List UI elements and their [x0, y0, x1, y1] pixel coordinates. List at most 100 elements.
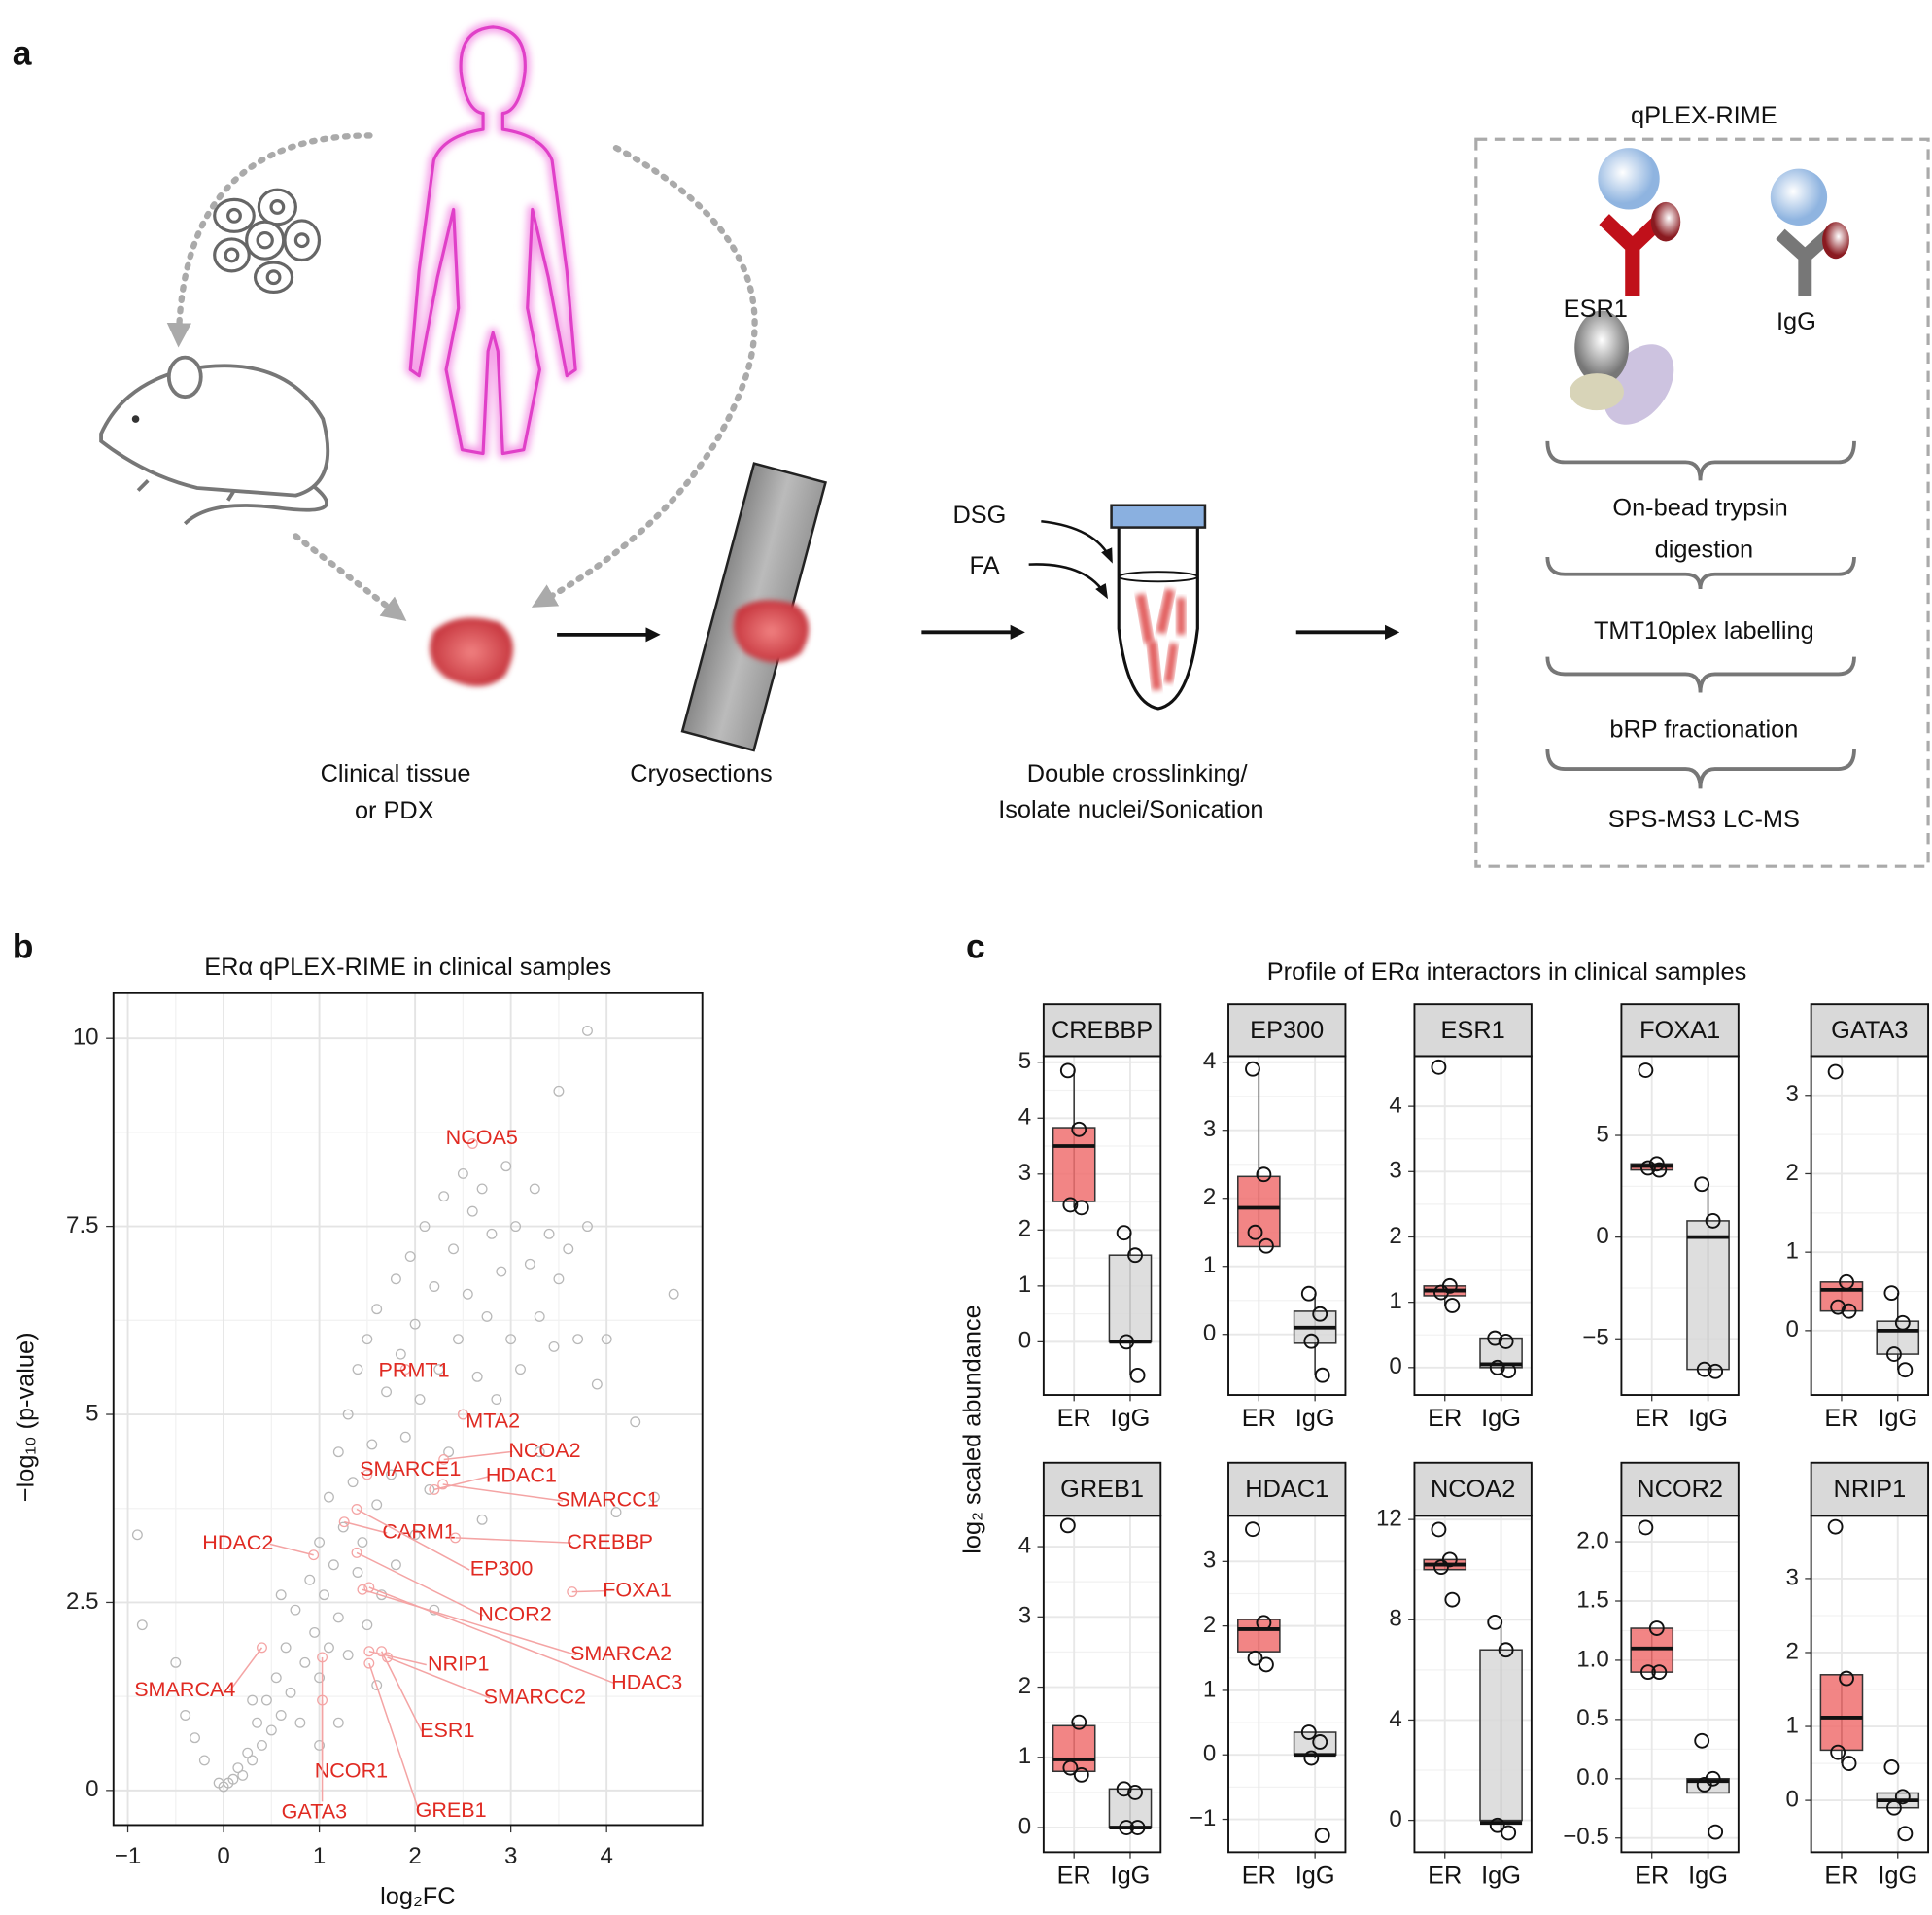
labeled-point	[338, 1516, 350, 1528]
y-tick-label: 7.5	[66, 1212, 98, 1238]
point-label: HDAC3	[611, 1669, 682, 1693]
point-label: NCOR1	[315, 1758, 388, 1783]
x-tick-label: ER	[1057, 1405, 1091, 1432]
point-label: GATA3	[282, 1798, 347, 1823]
y-tick-label: −5	[1582, 1325, 1608, 1351]
point	[1694, 1732, 1710, 1749]
leader-line	[571, 1589, 605, 1593]
point	[323, 1642, 334, 1654]
point	[476, 1514, 488, 1525]
point	[1489, 1817, 1505, 1833]
point	[510, 1221, 522, 1233]
y-tick-label: 1.5	[1576, 1586, 1608, 1613]
panel-label: c	[966, 927, 985, 966]
point	[362, 1334, 373, 1345]
y-tick-label: 5	[1596, 1121, 1608, 1147]
point	[332, 1612, 344, 1623]
x-tick-label: 3	[504, 1843, 517, 1869]
brackets	[1545, 440, 1856, 789]
arrows	[166, 132, 1400, 643]
point	[280, 1642, 292, 1654]
point	[1059, 1062, 1076, 1079]
y-tick-label: 1	[1389, 1288, 1401, 1314]
point	[433, 1364, 445, 1375]
leader-line	[356, 1551, 484, 1617]
point	[180, 1710, 191, 1721]
point	[481, 1310, 493, 1322]
point	[601, 1334, 612, 1345]
facet-header	[1227, 1003, 1347, 1058]
labeled-point	[257, 1642, 267, 1654]
leader-line	[368, 1650, 427, 1666]
point	[347, 1477, 359, 1488]
facet-title: GATA3	[1831, 1017, 1908, 1044]
y-tick-label: 2	[1018, 1216, 1031, 1242]
label: FA	[970, 552, 1000, 579]
point	[1256, 1166, 1272, 1183]
y-tick-label: 1	[1203, 1676, 1216, 1702]
y-tick-label: 2	[1389, 1223, 1401, 1249]
y-tick-label: 10	[73, 1025, 99, 1051]
point	[275, 1710, 287, 1721]
x-tick-label: ER	[1635, 1405, 1669, 1432]
y-tick-label: 2.0	[1576, 1527, 1608, 1553]
point	[1696, 1776, 1712, 1793]
point	[1444, 1298, 1461, 1313]
point	[1894, 1314, 1911, 1331]
point	[543, 1228, 555, 1239]
label: Isolate nuclei/Sonication	[998, 796, 1263, 823]
y-tick-label: 1	[1786, 1238, 1799, 1265]
label: IgG	[1777, 308, 1816, 335]
y-tick-label: 0	[86, 1776, 98, 1802]
facet-title: CREBBP	[1052, 1017, 1153, 1044]
point	[299, 1656, 311, 1668]
point	[314, 1672, 326, 1684]
point	[1886, 1799, 1902, 1816]
y-tick-label: 1	[1018, 1743, 1031, 1769]
point-label: CARM1	[382, 1519, 455, 1544]
method-box	[1474, 137, 1930, 868]
point	[357, 1537, 368, 1549]
point	[314, 1739, 326, 1751]
point	[1830, 1299, 1846, 1315]
box	[1108, 1254, 1153, 1343]
point	[352, 1567, 363, 1578]
x-tick-label: 4	[600, 1843, 612, 1869]
facet-title: FOXA1	[1639, 1017, 1720, 1044]
point	[213, 1777, 224, 1789]
y-tick-label: 5	[86, 1400, 98, 1426]
point	[1841, 1756, 1857, 1771]
box	[1237, 1175, 1281, 1248]
plot-frame	[112, 992, 704, 1827]
point	[1312, 1734, 1328, 1750]
point	[414, 1394, 426, 1406]
y-tick-label: −1	[1190, 1805, 1216, 1831]
point	[1839, 1670, 1854, 1687]
x-tick-label: IgG	[1295, 1405, 1335, 1432]
leader-line	[433, 1475, 490, 1491]
point	[457, 1167, 468, 1179]
point	[1827, 1063, 1844, 1080]
facet-title: ESR1	[1441, 1017, 1505, 1044]
y-tick-label: 1	[1203, 1252, 1216, 1278]
point	[409, 1318, 421, 1330]
y-tick-label: 3	[1018, 1603, 1031, 1629]
point	[1119, 1820, 1135, 1835]
point	[376, 1589, 388, 1601]
box	[1237, 1619, 1281, 1653]
point-label: NCOR2	[478, 1602, 551, 1626]
y-tick-label: 0	[1389, 1806, 1401, 1832]
panel-label: b	[13, 927, 34, 966]
point	[1501, 1825, 1517, 1841]
y-tick-label: 12	[1376, 1505, 1402, 1531]
panel-label: a	[13, 33, 32, 72]
y-tick-label: 0	[1786, 1316, 1799, 1342]
point	[371, 1499, 383, 1511]
facet-header	[1413, 1461, 1533, 1517]
point	[131, 1529, 143, 1541]
point	[572, 1334, 584, 1345]
point	[429, 1281, 440, 1292]
point	[1312, 1306, 1328, 1322]
facet-header	[1810, 1461, 1930, 1517]
y-tick-label: 0	[1018, 1328, 1031, 1354]
